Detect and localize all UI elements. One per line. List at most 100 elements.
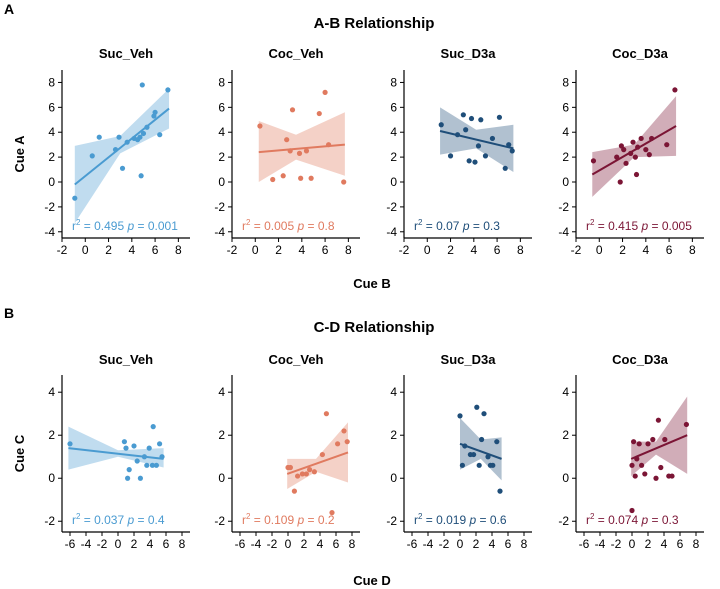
data-point: [658, 464, 664, 471]
data-point: [72, 195, 78, 201]
y-axis-label: Cue C: [12, 434, 27, 472]
data-point: [590, 158, 597, 164]
data-point: [631, 439, 637, 445]
data-point: [478, 117, 484, 123]
data-point: [476, 462, 482, 468]
data-point: [284, 137, 290, 143]
x-tick-label: -2: [57, 243, 68, 257]
y-tick-label: 8: [218, 75, 225, 89]
data-point: [629, 462, 635, 468]
data-point: [146, 445, 152, 451]
y-tick-label: -2: [558, 200, 569, 214]
data-point: [298, 175, 304, 181]
x-tick-label: -6: [235, 537, 246, 551]
data-point: [454, 132, 461, 138]
x-tick-label: 8: [521, 537, 528, 551]
data-point: [662, 436, 668, 443]
regression-line: [591, 125, 677, 176]
panel-title: Coc_Veh: [269, 46, 324, 61]
data-point: [643, 147, 649, 153]
data-point: [165, 87, 171, 93]
y-tick-label: 6: [390, 100, 397, 114]
data-point: [669, 473, 675, 479]
panel-b-letter: B: [4, 305, 14, 321]
data-point: [140, 130, 147, 137]
y-tick-label: 0: [218, 175, 225, 189]
x-tick-label: -4: [81, 537, 92, 551]
y-tick-label: 8: [48, 75, 55, 89]
x-tick-label: -2: [439, 537, 450, 551]
x-tick-label: 0: [596, 243, 603, 257]
x-tick-label: 8: [517, 243, 524, 257]
y-tick-label: -2: [44, 200, 55, 214]
y-tick-label: -4: [44, 225, 55, 239]
x-tick-label: -6: [65, 537, 76, 551]
x-tick-label: 6: [677, 537, 684, 551]
data-point: [617, 179, 623, 185]
data-point: [131, 443, 137, 449]
data-point: [639, 462, 645, 468]
data-point: [630, 139, 636, 145]
data-point: [485, 454, 491, 460]
x-tick-label: 2: [645, 537, 652, 551]
data-point: [474, 404, 480, 410]
data-point: [124, 139, 130, 145]
panel-b-title: C-D Relationship: [314, 319, 435, 336]
x-tick-label: -2: [571, 243, 582, 257]
stats-annotation: r2 = 0.07 p = 0.3: [414, 218, 500, 233]
data-point: [157, 441, 163, 447]
x-tick-label: 0: [629, 537, 636, 551]
data-point: [502, 165, 508, 171]
y-tick-label: 8: [390, 75, 397, 89]
data-point: [307, 467, 313, 473]
y-tick-label: -2: [44, 514, 55, 528]
x-tick-label: 4: [470, 243, 477, 257]
data-point: [303, 148, 310, 154]
data-point: [506, 142, 512, 148]
regression-line: [68, 447, 164, 460]
x-tick-label: -2: [399, 243, 410, 257]
x-tick-label: 0: [115, 537, 122, 551]
stats-annotation: r2 = 0.109 p = 0.2: [242, 512, 335, 527]
data-point: [634, 456, 640, 462]
data-point: [291, 488, 297, 494]
data-point: [303, 471, 309, 477]
y-tick-label: 2: [390, 428, 397, 442]
data-point: [632, 154, 638, 160]
data-point: [481, 411, 487, 417]
data-point: [494, 439, 500, 445]
data-point: [683, 421, 690, 428]
data-point: [295, 473, 301, 479]
x-tick-label: 6: [666, 243, 673, 257]
x-tick-label: -4: [595, 537, 606, 551]
x-tick-label: 8: [349, 537, 356, 551]
panel-title: Coc_D3a: [612, 352, 668, 367]
data-point: [319, 451, 325, 458]
y-tick-label: 6: [562, 100, 569, 114]
stats-annotation: r2 = 0.005 p = 0.8: [242, 218, 335, 233]
data-point: [287, 464, 293, 471]
data-point: [646, 152, 652, 158]
panel-a-letter: A: [4, 1, 14, 17]
data-point: [270, 176, 276, 183]
x-tick-label: 6: [152, 243, 159, 257]
panel-title: Suc_D3a: [441, 46, 497, 61]
data-point: [325, 142, 332, 148]
x-tick-label: 8: [693, 537, 700, 551]
x-tick-label: 2: [131, 537, 138, 551]
data-point: [123, 445, 129, 451]
y-tick-label: 2: [562, 428, 569, 442]
data-point: [299, 471, 305, 477]
data-point: [628, 150, 634, 156]
data-point: [159, 454, 165, 460]
data-point: [153, 462, 159, 468]
x-tick-label: 0: [82, 243, 89, 257]
y-tick-label: 4: [562, 125, 569, 139]
y-tick-label: -4: [386, 225, 397, 239]
x-tick-label: -2: [267, 537, 278, 551]
regression-line: [439, 130, 514, 150]
data-point: [138, 173, 144, 179]
data-point: [121, 439, 127, 445]
